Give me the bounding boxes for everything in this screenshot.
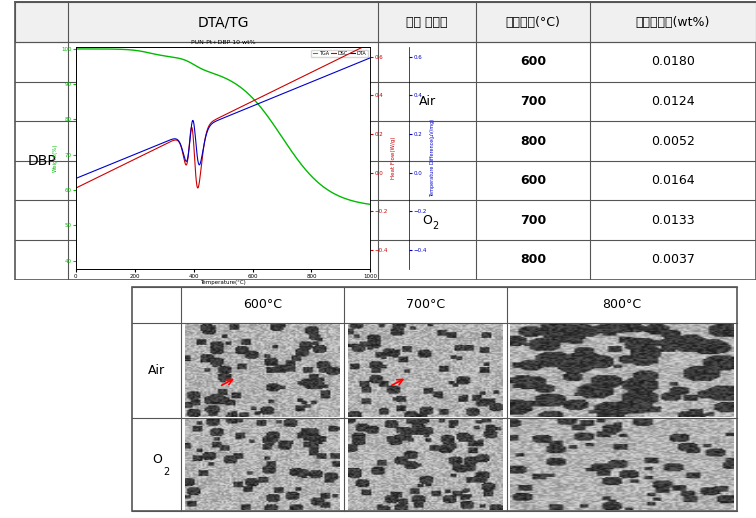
Text: Air: Air — [148, 364, 166, 377]
DTA — [306, 79, 315, 85]
Text: DTA/TG: DTA/TG — [197, 15, 249, 29]
Text: 600°C: 600°C — [243, 298, 282, 311]
Text: 600: 600 — [520, 55, 546, 68]
Line: DSC: DSC — [76, 44, 370, 188]
Y-axis label: Temperature Difference(μV/mg): Temperature Difference(μV/mg) — [429, 119, 435, 197]
TGA — [201, 67, 210, 74]
DTA — [274, 93, 283, 99]
Text: DBP: DBP — [27, 154, 56, 168]
DTA — [101, 163, 110, 169]
DTA — [301, 81, 310, 88]
DSC — [306, 69, 315, 76]
Text: 잔류카봄량(wt%): 잔류카봄량(wt%) — [636, 16, 710, 28]
Text: 2: 2 — [163, 467, 169, 477]
DSC — [71, 185, 80, 191]
Text: 700: 700 — [520, 214, 546, 227]
Text: 700: 700 — [520, 95, 546, 108]
Legend: TGA, DSC, DTA: TGA, DSC, DTA — [311, 50, 368, 57]
Text: 800: 800 — [520, 253, 546, 266]
DSC — [301, 72, 310, 78]
DTA — [366, 55, 375, 61]
Text: 0.0164: 0.0164 — [651, 174, 695, 187]
Text: 탈지 분위기: 탈지 분위기 — [407, 16, 448, 28]
DSC — [274, 85, 283, 92]
Text: 2: 2 — [432, 221, 438, 232]
Text: 0.0133: 0.0133 — [651, 214, 695, 227]
TGA — [274, 128, 283, 134]
Text: 0.0052: 0.0052 — [651, 135, 695, 148]
DSC — [191, 159, 200, 165]
Text: O: O — [152, 453, 162, 466]
Text: Air: Air — [419, 95, 435, 108]
DTA — [201, 135, 210, 141]
Y-axis label: Weight(%): Weight(%) — [53, 144, 58, 172]
DSC — [366, 40, 375, 47]
Line: DTA: DTA — [76, 58, 370, 179]
DTA — [191, 128, 200, 135]
Text: 0.0037: 0.0037 — [651, 253, 695, 266]
Title: PUN-Pt+DBP 10 wt%: PUN-Pt+DBP 10 wt% — [191, 40, 256, 46]
TGA — [301, 166, 310, 172]
Text: 0.0180: 0.0180 — [651, 55, 695, 68]
Text: 0.0124: 0.0124 — [651, 95, 695, 108]
Text: 탁지온도(°C): 탁지온도(°C) — [506, 16, 560, 28]
Line: TGA: TGA — [76, 49, 370, 205]
TGA — [366, 202, 375, 208]
Bar — [15, 2, 756, 42]
DSC — [101, 170, 110, 177]
TGA — [71, 46, 80, 52]
Bar — [132, 287, 737, 511]
Text: O: O — [422, 214, 432, 227]
Text: 600: 600 — [520, 174, 546, 187]
Text: 700°C: 700°C — [406, 298, 445, 311]
Text: 800°C: 800°C — [603, 298, 641, 311]
Text: 800: 800 — [520, 135, 546, 148]
TGA — [101, 46, 110, 52]
TGA — [191, 62, 200, 68]
Y-axis label: Heat Flow(W/g): Heat Flow(W/g) — [391, 137, 395, 180]
TGA — [306, 172, 315, 179]
X-axis label: Temperature(°C): Temperature(°C) — [200, 280, 246, 285]
DSC — [201, 134, 210, 140]
DTA — [71, 176, 80, 182]
